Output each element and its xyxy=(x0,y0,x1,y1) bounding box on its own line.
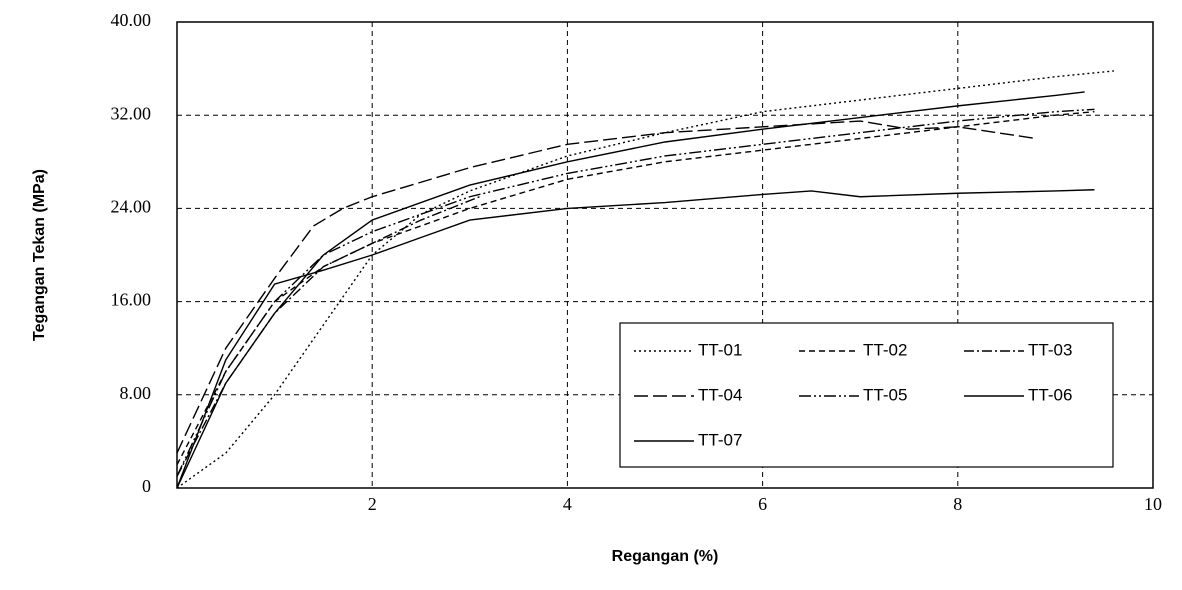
legend-label: TT-02 xyxy=(863,340,907,359)
legend-label: TT-03 xyxy=(1028,340,1072,359)
x-tick-label: 10 xyxy=(1144,494,1162,514)
y-tick-label: 8.00 xyxy=(120,383,152,403)
y-axis-title: Tegangan Tekan (MPa) xyxy=(31,169,48,341)
data-line xyxy=(176,189,1095,489)
legend-label: TT-07 xyxy=(698,430,742,449)
x-tick-label: 6 xyxy=(758,494,767,514)
legend-label: TT-01 xyxy=(698,340,742,359)
y-tick-label: 16.00 xyxy=(111,290,152,310)
x-tick-label: 4 xyxy=(563,494,572,514)
y-tick-label: 32.00 xyxy=(111,103,152,123)
legend-label: TT-05 xyxy=(863,385,907,404)
data-line xyxy=(176,120,1036,454)
legend-label: TT-06 xyxy=(1028,385,1072,404)
legend-box xyxy=(619,322,1114,468)
data-line xyxy=(176,108,1095,477)
y-tick-label: 24.00 xyxy=(111,197,152,217)
legend-label: TT-04 xyxy=(698,385,742,404)
y-tick-label: 40.00 xyxy=(111,10,152,30)
x-tick-label: 2 xyxy=(368,494,377,514)
data-line xyxy=(176,91,1085,489)
x-tick-label: 8 xyxy=(953,494,962,514)
y-tick-label: 0 xyxy=(142,476,151,496)
x-axis-title: Regangan (%) xyxy=(612,548,719,565)
plot-frame xyxy=(176,21,1154,489)
data-line xyxy=(176,196,480,477)
